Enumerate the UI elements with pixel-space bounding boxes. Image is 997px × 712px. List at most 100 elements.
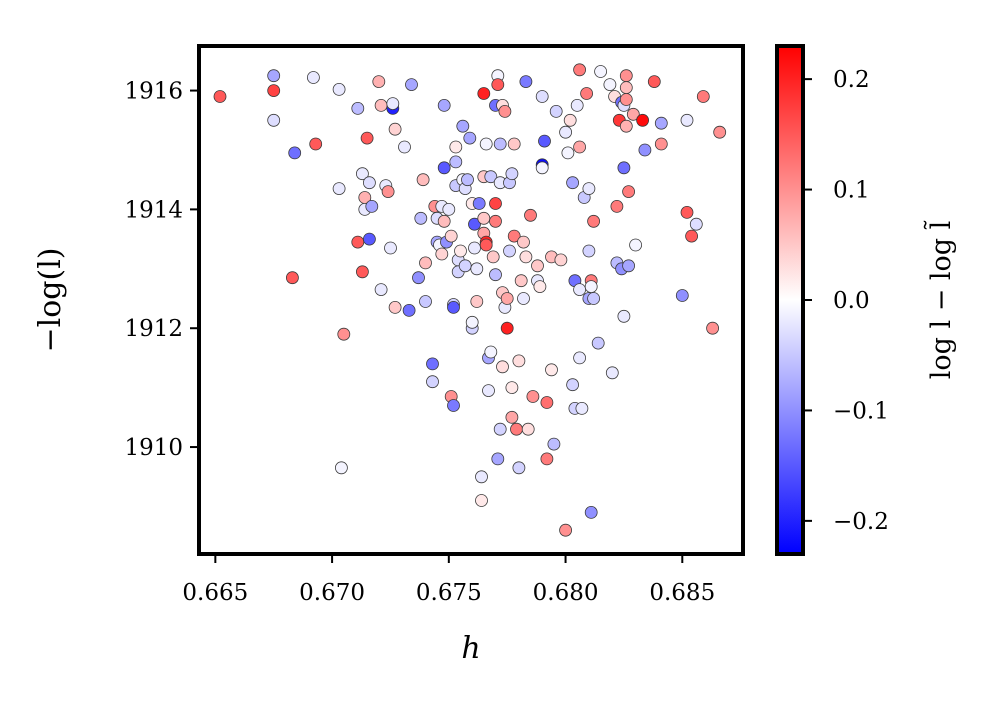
scatter-point [507,229,521,243]
scatter-point [675,289,689,302]
scatter-point [617,309,631,323]
colorbar-tick-label: −0.1 [833,398,889,424]
scatter-point [449,155,463,169]
scatter-point [442,202,456,216]
scatter-point [267,113,281,127]
scatter-point [468,217,481,231]
scatter-point [388,300,402,314]
y-tick-label: 1916 [124,79,183,105]
scatter-point [619,119,633,133]
x-tick-label: 0.680 [533,580,599,606]
scatter-point [619,81,633,94]
scatter-point [475,470,488,484]
scatter-point [584,280,598,294]
scatter-point [332,83,346,96]
scatter-point [685,229,698,243]
scatter-point [309,137,323,151]
scatter-point [470,295,484,308]
scatter-point [510,422,523,436]
scatter-point [491,452,505,466]
y-tick-label: 1910 [124,435,183,461]
scatter-point [605,366,619,380]
scatter-point [351,102,365,115]
scatter-point [465,315,479,329]
scatter-point [713,125,727,139]
scatter-point [619,69,633,83]
scatter-point [582,244,596,258]
scatter-point [412,271,425,285]
scatter-point [463,131,477,145]
scatter-point [535,90,549,103]
x-axis: 0.665 0.670 0.675 0.680 0.685 [182,554,715,606]
scatter-point [582,182,596,196]
scatter-point [351,235,365,249]
colorbar-tick-label: 0.1 [833,178,870,204]
scatter-point [365,199,379,213]
scatter-point [419,295,432,308]
scatter-point [584,506,598,519]
scatter-point [447,399,460,412]
scatter-point [500,292,514,305]
scatter-point [587,292,600,305]
colorbar-tick-label: 0.2 [833,67,870,93]
scatter-point [680,205,694,219]
scatter-point [538,134,551,148]
scatter-point [570,99,584,112]
scatter-point [619,93,633,106]
scatter-point [288,146,302,160]
scatter-point [622,185,635,199]
scatter-point [449,140,463,154]
colorbar-ticks: −0.2 −0.1 0.0 0.1 0.2 [803,67,889,535]
scatter-point [384,241,397,255]
scatter-point [475,494,488,507]
scatter-point [386,97,400,110]
scatter-point [654,116,668,130]
scatter-point [561,146,575,160]
scatter-point [482,384,495,398]
scatter-point [636,113,649,127]
scatter-point [559,125,572,139]
colorbar [775,44,805,556]
scatter-point [472,197,486,210]
scatter-point [267,84,281,97]
x-tick-label: 0.685 [649,580,715,606]
scatter-point [505,381,519,395]
scatter-point [426,375,439,389]
y-axis-label: −log(l) [33,248,68,353]
scatter-point [533,280,547,294]
scatter-point [540,452,554,466]
scatter-point [337,327,351,341]
scatter-point [507,137,521,151]
scatter-point [524,208,537,222]
scatter-point [285,271,299,285]
scatter-point [437,214,451,228]
scatter-point [374,99,388,112]
scatter-point [360,131,374,145]
scatter-point [414,211,428,225]
scatter-point [526,390,540,403]
scatter-point [489,197,502,210]
scatter-point [503,244,516,258]
x-tick-label: 0.675 [416,580,482,606]
scatter-point [654,137,668,151]
scatter-point [496,360,509,374]
scatter-point [486,250,500,264]
y-tick-label: 1914 [124,197,183,223]
scatter-point [573,283,586,297]
scatter-point [706,321,719,335]
scatter-point [267,69,281,83]
scatter-point [493,422,507,436]
scatter-point [573,63,586,77]
scatter-point [540,396,554,409]
scatter-point [491,78,505,91]
scatter-point [468,241,481,255]
scatter-point [603,78,617,91]
scatter-point [477,87,491,100]
scatter-point [519,75,533,88]
scatter-point [437,161,451,175]
scatter-point [479,238,493,252]
scatter-point [563,113,577,127]
scatter-point [573,140,586,154]
scatter-point [402,303,416,317]
